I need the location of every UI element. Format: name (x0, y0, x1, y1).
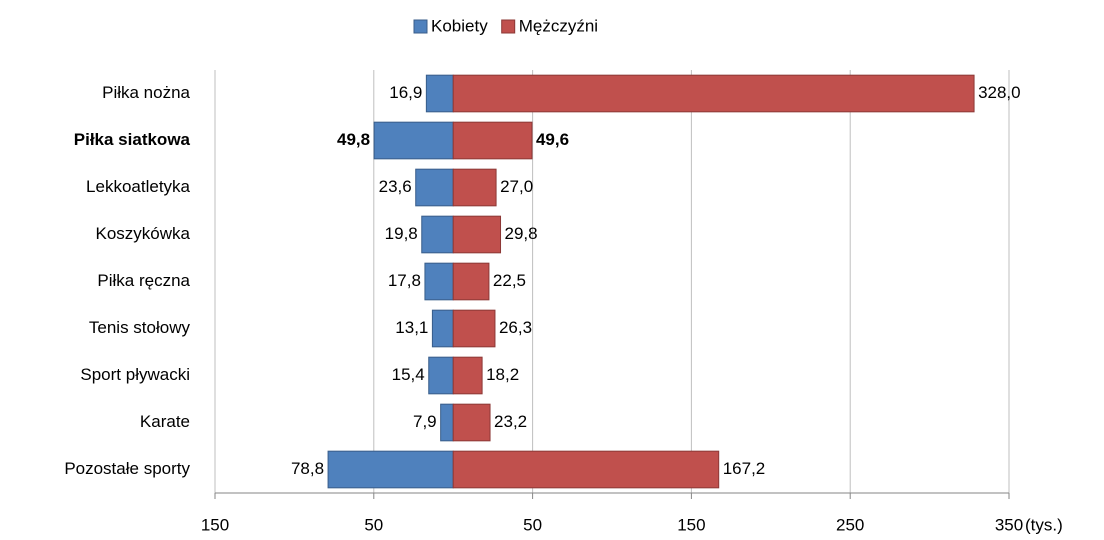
x-tick-label: 150 (677, 515, 705, 534)
bar (452, 309, 496, 348)
bar (452, 74, 975, 113)
bar (452, 121, 533, 160)
data-label: 26,3 (499, 318, 532, 337)
bar (327, 450, 454, 489)
bar (452, 356, 483, 395)
data-label: 328,0 (978, 83, 1021, 102)
data-label: 18,2 (486, 365, 519, 384)
bar (431, 309, 454, 348)
x-tick-label: 250 (836, 515, 864, 534)
y-tick-label: Lekkoatletyka (86, 177, 190, 196)
data-label: 29,8 (505, 224, 538, 243)
x-axis-label: (tys.) (1025, 515, 1063, 534)
bar (452, 168, 497, 207)
data-label: 19,8 (385, 224, 418, 243)
bar (440, 403, 454, 442)
bar (452, 262, 490, 301)
bar (452, 215, 502, 254)
bar (373, 121, 454, 160)
bar (452, 450, 720, 489)
y-tick-label: Piłka ręczna (97, 271, 190, 290)
data-label: 22,5 (493, 271, 526, 290)
y-tick-label: Tenis stołowy (89, 318, 191, 337)
bar (425, 74, 454, 113)
data-label: 78,8 (291, 459, 324, 478)
bar (452, 403, 491, 442)
legend-label: Mężczyźni (519, 16, 598, 35)
data-label: 15,4 (392, 365, 425, 384)
data-label: 7,9 (413, 412, 437, 431)
x-tick-label: 50 (364, 515, 383, 534)
legend-label: Kobiety (431, 16, 488, 35)
y-tick-label: Piłka nożna (102, 83, 190, 102)
y-tick-label: Sport pływacki (80, 365, 190, 384)
data-label: 27,0 (500, 177, 533, 196)
x-tick-label: 350 (995, 515, 1023, 534)
y-tick-label: Karate (140, 412, 190, 431)
data-label: 23,2 (494, 412, 527, 431)
bar (421, 215, 454, 254)
data-label: 23,6 (379, 177, 412, 196)
data-label: 16,9 (389, 83, 422, 102)
data-label: 17,8 (388, 271, 421, 290)
data-label: 167,2 (723, 459, 766, 478)
bar (428, 356, 454, 395)
x-tick-label: 50 (523, 515, 542, 534)
data-label: 49,8 (337, 130, 370, 149)
data-label: 13,1 (395, 318, 428, 337)
y-tick-label: Koszykówka (96, 224, 191, 243)
legend-swatch (501, 19, 516, 34)
bar (415, 168, 454, 207)
y-tick-label: Pozostałe sporty (64, 459, 190, 478)
bar (424, 262, 454, 301)
x-tick-label: 150 (201, 515, 229, 534)
legend-swatch (413, 19, 428, 34)
y-tick-label: Piłka siatkowa (74, 130, 191, 149)
data-label: 49,6 (536, 130, 569, 149)
